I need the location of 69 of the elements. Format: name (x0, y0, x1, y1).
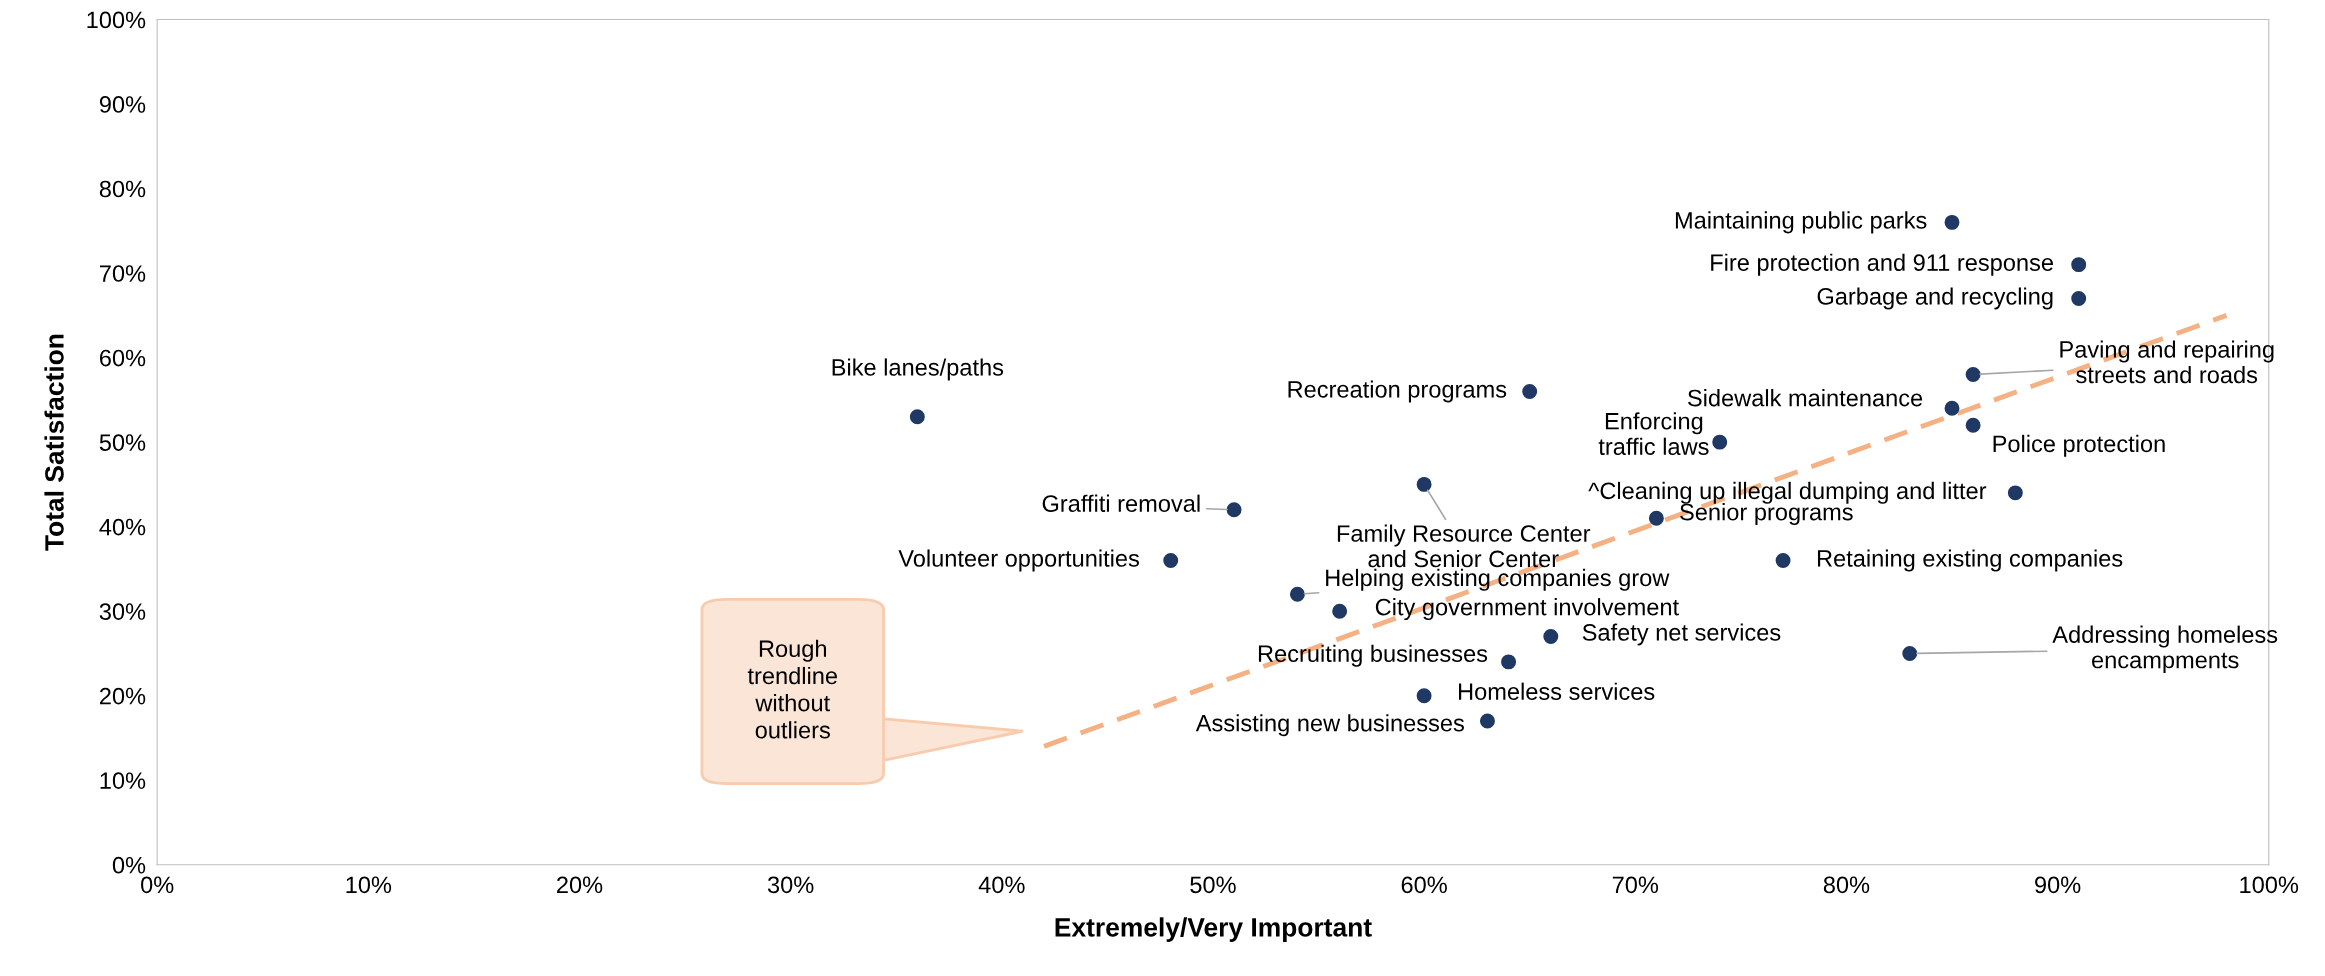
y-tick-label: 80% (99, 180, 146, 198)
annotation: Volunteer opportunities (898, 549, 1139, 572)
point (2071, 257, 2087, 273)
point (1944, 214, 1960, 230)
x-tick-label: 60% (1401, 876, 1447, 894)
point (2071, 290, 2087, 306)
x-tick-label: 70% (1612, 876, 1659, 894)
annotation: Recruiting businesses (1258, 644, 1488, 667)
point (1416, 476, 1432, 492)
x-tick-label: 30% (767, 876, 814, 894)
annotation: ^Cleaning up illegal dumping and litter (1588, 481, 1987, 504)
point (1163, 552, 1179, 568)
annotation: Addressing homeless encampments (2052, 625, 2278, 674)
point (1902, 645, 1918, 661)
point (1775, 552, 1791, 568)
x-tick-label: 100% (2240, 876, 2299, 894)
annotation: Rough trendline without outliers (747, 639, 837, 739)
annotation: Garbage and recycling (1817, 287, 2053, 310)
annotation: Assisting new businesses (1195, 714, 1464, 737)
y-axis-title: Total Satisfaction (44, 334, 64, 551)
point (1543, 629, 1559, 644)
x-tick-label: 40% (978, 876, 1025, 894)
annotation: Sidewalk maintenance (1688, 389, 1923, 407)
annotation: City government involvement (1375, 598, 1679, 621)
point (1332, 603, 1348, 619)
y-tick-label: 40% (99, 518, 146, 536)
x-tick-label: 10% (346, 876, 392, 894)
y-tick-label: 100% (87, 11, 146, 29)
point (2007, 485, 2023, 501)
x-tick-label: 20% (557, 876, 603, 894)
annotation: Senior programs (1680, 503, 1853, 526)
point (1965, 417, 1981, 433)
annotation: Helping existing companies grow (1326, 568, 1670, 591)
x-axis-title: Extremely/Very Important (1055, 917, 1372, 942)
annotation: Retaining existing companies (1817, 549, 2123, 572)
y-tick-label: 10% (100, 772, 146, 789)
point (1226, 502, 1242, 518)
point (1479, 713, 1495, 729)
point (1289, 586, 1305, 602)
annotation: Police protection (1993, 434, 2165, 457)
annotation: Paving and repairing streets and roads (2060, 340, 2274, 384)
point (1648, 510, 1664, 526)
annotation: Bike lanes/paths (832, 358, 1004, 381)
point (1416, 688, 1432, 704)
y-tick-label: 90% (99, 96, 146, 113)
annotation: Maintaining public parks (1675, 211, 1927, 234)
point (1501, 654, 1517, 670)
annotation: Enforcing traffic laws (1598, 412, 1709, 455)
x-tick-label: 50% (1190, 876, 1236, 894)
point (1944, 400, 1960, 416)
y-tick-label: 60% (100, 349, 146, 367)
annotation: Homeless services (1459, 682, 1655, 700)
y-tick-label: 50% (99, 434, 146, 451)
point (1712, 434, 1728, 450)
annotation: Recreation programs (1288, 380, 1507, 403)
x-tick-label: 0% (141, 876, 174, 894)
y-tick-label: 70% (100, 265, 146, 282)
point (909, 409, 925, 425)
annotation: Fire protection and 911 response (1711, 253, 2053, 276)
point (1522, 383, 1538, 399)
annotation: Graffiti removal (1042, 494, 1200, 512)
x-tick-label: 80% (1823, 876, 1870, 894)
x-tick-label: 90% (2035, 876, 2081, 894)
annotation: Safety net services (1582, 623, 1781, 646)
y-tick-label: 0% (112, 856, 146, 874)
y-tick-label: 20% (99, 687, 146, 705)
y-tick-label: 30% (99, 603, 146, 620)
point (1965, 367, 1981, 382)
annotation: Family Resource Center and Senior Center (1337, 524, 1591, 568)
